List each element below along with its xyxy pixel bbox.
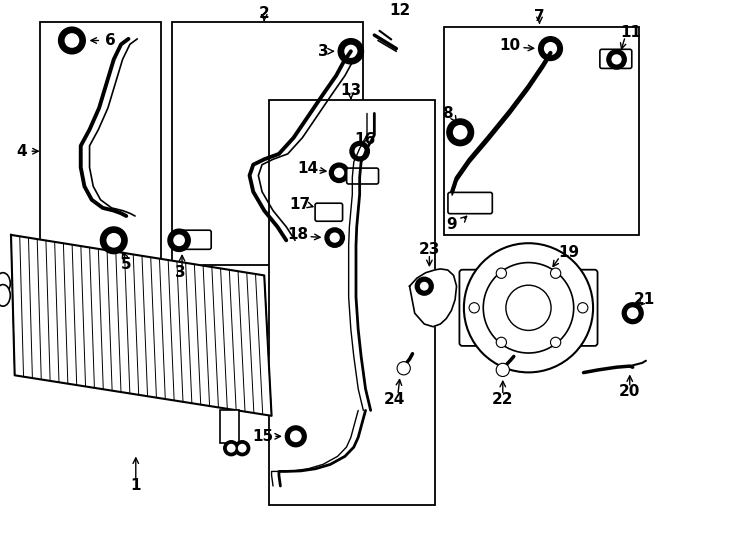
Text: 23: 23: [418, 242, 440, 257]
Text: 18: 18: [288, 227, 308, 242]
Text: 5: 5: [121, 257, 131, 272]
Circle shape: [611, 54, 622, 65]
Circle shape: [469, 302, 479, 313]
Text: 22: 22: [492, 392, 514, 407]
Circle shape: [227, 444, 236, 453]
Circle shape: [173, 234, 185, 246]
Text: 13: 13: [341, 83, 361, 98]
Circle shape: [415, 278, 433, 295]
Polygon shape: [11, 235, 272, 416]
Bar: [40, 22, 161, 278]
Circle shape: [544, 42, 557, 55]
Circle shape: [106, 233, 121, 248]
Text: 8: 8: [443, 106, 453, 121]
Circle shape: [506, 285, 551, 330]
Circle shape: [627, 307, 639, 319]
Circle shape: [447, 119, 473, 145]
Text: 3: 3: [175, 265, 185, 280]
Circle shape: [330, 163, 349, 183]
Circle shape: [235, 441, 250, 456]
FancyBboxPatch shape: [315, 203, 343, 221]
Bar: [172, 22, 363, 265]
Bar: [269, 100, 435, 505]
Circle shape: [168, 230, 190, 251]
Bar: [444, 27, 639, 235]
Circle shape: [286, 426, 306, 447]
Text: 21: 21: [634, 292, 655, 307]
Circle shape: [550, 338, 561, 348]
Ellipse shape: [0, 285, 10, 306]
Circle shape: [101, 227, 127, 253]
Text: 14: 14: [298, 161, 319, 176]
Circle shape: [453, 125, 468, 140]
Text: 2: 2: [259, 6, 269, 21]
Text: 15: 15: [252, 429, 273, 444]
Text: 17: 17: [289, 197, 310, 212]
Ellipse shape: [0, 273, 10, 294]
Circle shape: [464, 243, 593, 373]
Circle shape: [578, 302, 588, 313]
Circle shape: [550, 268, 561, 278]
Text: 7: 7: [534, 9, 545, 24]
Circle shape: [334, 167, 344, 178]
Polygon shape: [410, 269, 457, 327]
Text: 3: 3: [318, 44, 328, 59]
Text: 19: 19: [559, 245, 579, 260]
Circle shape: [397, 362, 410, 375]
Circle shape: [496, 268, 506, 278]
Circle shape: [238, 444, 247, 453]
Circle shape: [325, 228, 344, 247]
Text: 12: 12: [390, 3, 410, 18]
Circle shape: [344, 45, 357, 58]
Circle shape: [59, 28, 85, 53]
FancyBboxPatch shape: [600, 49, 632, 69]
Circle shape: [420, 282, 429, 291]
Circle shape: [483, 262, 574, 353]
Circle shape: [496, 338, 506, 348]
Circle shape: [330, 232, 340, 243]
Text: 6: 6: [105, 33, 115, 48]
Bar: [220, 410, 239, 443]
Circle shape: [622, 303, 643, 323]
Text: 16: 16: [355, 132, 375, 147]
FancyBboxPatch shape: [346, 168, 379, 184]
FancyBboxPatch shape: [448, 192, 493, 214]
FancyBboxPatch shape: [178, 230, 211, 249]
Circle shape: [350, 141, 369, 161]
Text: 1: 1: [131, 478, 141, 494]
Circle shape: [224, 441, 239, 456]
Text: 11: 11: [621, 25, 642, 40]
Circle shape: [539, 37, 562, 60]
Circle shape: [496, 363, 509, 376]
Circle shape: [65, 33, 79, 48]
Text: 20: 20: [619, 384, 641, 399]
Circle shape: [607, 50, 626, 69]
Circle shape: [290, 430, 302, 442]
Text: 4: 4: [17, 144, 27, 159]
Text: 10: 10: [500, 38, 520, 53]
FancyBboxPatch shape: [459, 269, 597, 346]
Text: 9: 9: [446, 217, 457, 232]
Circle shape: [355, 146, 365, 157]
Text: 24: 24: [384, 392, 406, 407]
Circle shape: [338, 39, 363, 64]
